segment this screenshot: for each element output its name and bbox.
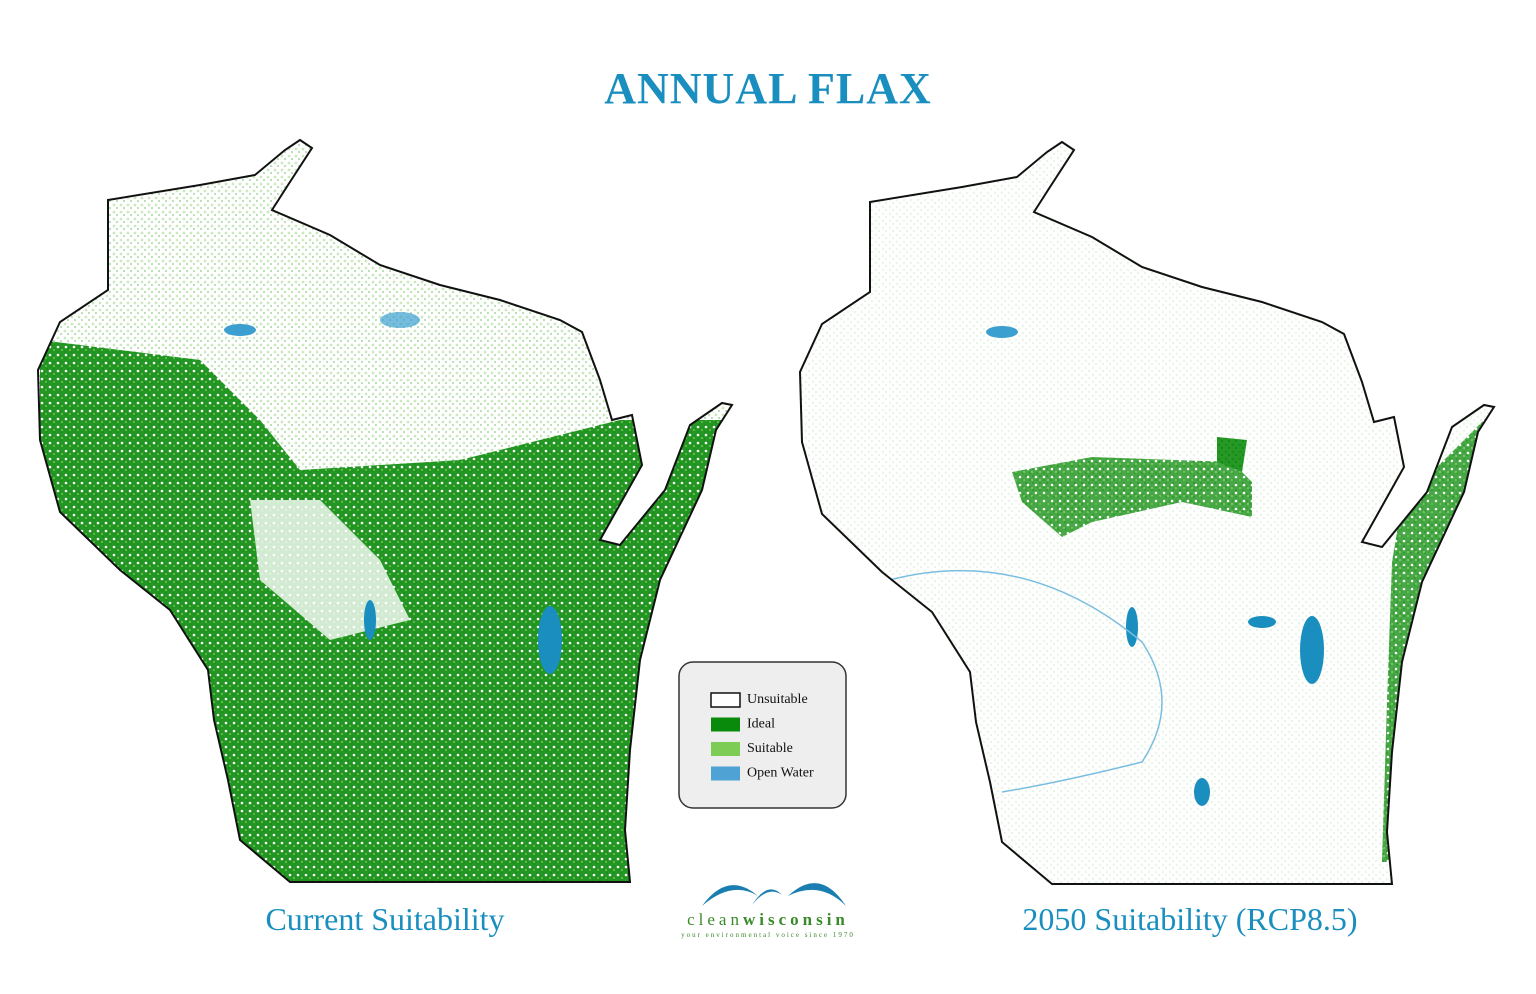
map-current: [37, 139, 733, 883]
logo-tagline: your environmental voice since 1970: [681, 931, 855, 939]
legend-swatch: [711, 766, 740, 781]
logo: cleanwisconsin your environmental voice …: [681, 883, 855, 939]
logo-light: clean: [687, 910, 743, 929]
logo-name: cleanwisconsin: [687, 910, 849, 929]
map-2050: [799, 141, 1495, 885]
legend-label: Ideal: [747, 717, 775, 732]
legend-label: Unsuitable: [747, 692, 808, 707]
legend-label: Open Water: [747, 766, 814, 781]
legend-label: Suitable: [747, 741, 793, 756]
title: ANNUAL FLAX: [604, 64, 932, 113]
legend-swatch: [711, 717, 740, 732]
legend-swatch: [711, 742, 740, 756]
map-caption: Current Suitability: [265, 901, 504, 937]
logo-bold: wisconsin: [743, 910, 849, 929]
map-caption: 2050 Suitability (RCP8.5): [1022, 901, 1357, 937]
legend: Unsuitable Ideal Suitable Open Water: [678, 661, 847, 809]
legend-swatch: [710, 692, 741, 708]
